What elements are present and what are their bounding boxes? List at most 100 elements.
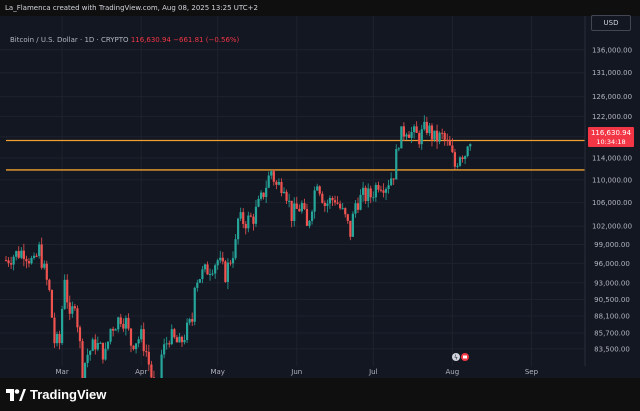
price-tick-label: 102,000.00 <box>592 223 632 231</box>
candle-body <box>351 213 354 237</box>
candle-body <box>201 269 204 280</box>
candle-body <box>341 208 344 210</box>
candle-body <box>48 279 51 290</box>
currency-button[interactable]: USD <box>591 15 631 31</box>
candle-body <box>178 336 181 343</box>
candle-body <box>400 126 403 149</box>
grid-lines <box>0 16 585 366</box>
candles <box>4 115 472 378</box>
candle-body <box>410 132 413 138</box>
time-axis[interactable]: Mar Apr May Jun Jul Aug Sep <box>56 368 539 376</box>
candle-body <box>81 341 84 378</box>
bar-countdown-label: 10:34:18 <box>596 138 625 146</box>
candle-body <box>109 328 112 342</box>
candle-body <box>198 279 201 283</box>
candle-body <box>229 262 232 264</box>
legend-last-price: 116,630.94 <box>130 36 171 44</box>
event-flash-icon[interactable] <box>452 353 460 361</box>
candle-body <box>99 342 102 344</box>
candle-body <box>32 255 36 258</box>
chart-area[interactable]: 136,000.00 131,000.00 126,000.00 122,000.00… <box>0 16 640 378</box>
candle-body <box>425 121 428 134</box>
candle-body <box>117 317 120 330</box>
time-tick-label: Jul <box>368 368 378 376</box>
candle-body <box>423 121 426 130</box>
candle-body <box>295 203 298 209</box>
candle-body <box>170 329 173 345</box>
candle-body <box>185 322 189 341</box>
candle-body <box>446 139 449 141</box>
candle-body <box>73 306 76 309</box>
candle-body <box>203 264 207 270</box>
candle-body <box>191 319 194 322</box>
candle-body <box>7 260 10 264</box>
candle-body <box>290 200 293 222</box>
candle-body <box>43 263 46 268</box>
candle-body <box>313 190 316 212</box>
candle-body <box>86 354 89 363</box>
price-tick-label: 131,000.00 <box>592 69 632 77</box>
candle-body <box>300 203 303 212</box>
candle-body <box>405 134 408 137</box>
price-tick-label: 88,100.00 <box>594 313 630 321</box>
candle-body <box>374 184 377 198</box>
candle-body <box>237 218 240 240</box>
candle-body <box>298 208 301 212</box>
candle-body <box>219 257 222 261</box>
candle-body <box>206 264 209 275</box>
candle-body <box>395 149 398 180</box>
candle-body <box>180 336 184 343</box>
candle-body <box>308 220 311 226</box>
candle-body <box>114 329 117 331</box>
candle-body <box>66 279 69 303</box>
candle-body <box>173 329 176 338</box>
candle-body <box>101 342 105 360</box>
price-tick-label: 85,700.00 <box>594 329 630 337</box>
candle-body <box>265 187 268 197</box>
candle-body <box>27 261 31 264</box>
candle-body <box>369 188 372 198</box>
candle-body <box>12 256 15 265</box>
tradingview-logo[interactable]: TradingView <box>6 387 106 402</box>
candle-body <box>259 192 263 199</box>
candle-body <box>58 333 61 344</box>
candle-body <box>354 203 357 214</box>
candle-body <box>127 317 130 329</box>
candle-body <box>91 339 94 351</box>
candle-body <box>134 343 138 350</box>
candle-body <box>160 354 163 378</box>
tv-logo-text: TradingView <box>30 387 107 402</box>
candle-body <box>359 194 362 210</box>
event-icons[interactable]: ϟ <box>452 353 469 362</box>
candle-body <box>316 186 319 191</box>
candle-body <box>30 257 33 264</box>
snapshot-header: La_Flamenca created with TradingView.com… <box>0 0 640 16</box>
candle-body <box>451 145 454 153</box>
time-tick-label: Sep <box>525 368 539 376</box>
candle-body <box>285 191 288 201</box>
candle-body <box>38 244 41 257</box>
candle-body <box>364 187 367 202</box>
candle-body <box>433 130 436 140</box>
candlestick-chart[interactable]: 136,000.00 131,000.00 126,000.00 122,000.00… <box>0 16 640 378</box>
price-tick-label: 110,000.00 <box>592 176 632 184</box>
price-tick-label: 114,000.00 <box>592 154 632 162</box>
price-axis[interactable]: 136,000.00 131,000.00 126,000.00 122,000.00… <box>592 46 632 353</box>
candle-body <box>288 200 291 202</box>
candle-body <box>214 265 217 274</box>
candle-body <box>402 126 406 137</box>
candle-body <box>361 187 365 195</box>
time-tick-label: Apr <box>135 368 147 376</box>
symbol-title: Bitcoin / U.S. Dollar · 1D · CRYPTO <box>10 36 129 44</box>
candle-body <box>45 263 48 280</box>
candle-body <box>234 239 237 259</box>
candle-body <box>61 308 64 344</box>
candle-body <box>461 157 464 160</box>
candle-body <box>15 251 18 257</box>
candle-body <box>262 192 265 197</box>
candle-body <box>68 302 71 314</box>
candle-body <box>333 200 337 203</box>
candle-body <box>226 262 230 282</box>
candle-body <box>221 257 224 262</box>
